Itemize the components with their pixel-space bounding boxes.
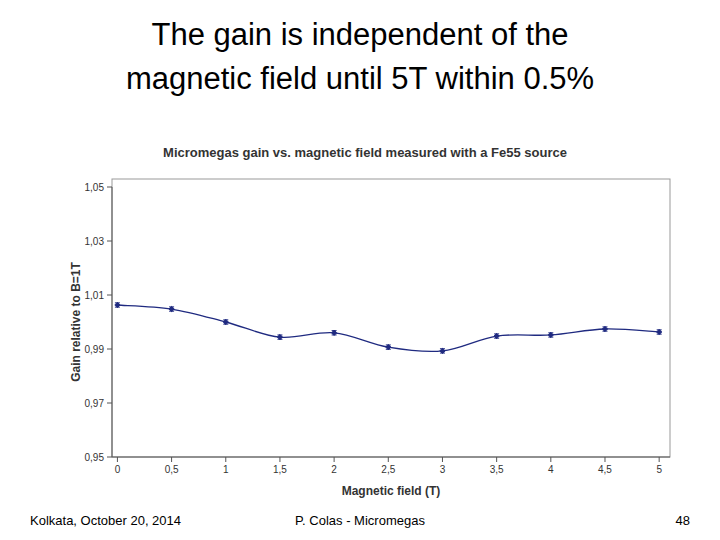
y-tick [107,349,112,350]
data-point [440,348,445,353]
x-tick-label: 5 [656,464,662,475]
footer-center: P. Colas - Micromegas [295,513,425,528]
y-tick-label: 1,01 [85,290,105,301]
error-bar [169,307,174,311]
plot-area [115,302,662,353]
x-tick-label: 4,5 [598,464,612,475]
data-point [548,332,553,337]
x-tick-label: 4 [548,464,554,475]
error-bar [440,349,445,353]
plot-frame [112,179,670,457]
x-tick [334,457,335,462]
footer-right: 48 [676,513,690,528]
error-bar [602,327,607,331]
y-tick-label: 1,03 [85,236,105,247]
footer-left: Kolkata, October 20, 2014 [30,513,181,528]
error-bar [332,331,337,335]
error-bar [115,303,120,307]
x-tick [496,457,497,462]
slide: The gain is independent of the magnetic f… [0,0,720,540]
x-tick [171,457,172,462]
x-tick-label: 2,5 [381,464,395,475]
y-tick-label: 0,95 [85,452,105,463]
x-tick-label: 0 [115,464,121,475]
x-tick [659,457,660,462]
data-point [169,306,174,311]
x-tick [225,457,226,462]
data-point [494,333,499,338]
data-point [332,330,337,335]
x-axis [112,457,670,458]
x-axis-label: Magnetic field (T) [342,484,441,498]
error-bar [494,334,499,338]
y-tick-label: 0,99 [85,344,105,355]
y-axis [112,187,113,457]
data-point [277,335,282,340]
x-tick [279,457,280,462]
y-tick [107,457,112,458]
error-bar [386,345,391,349]
x-tick-label: 1,5 [273,464,287,475]
data-point [602,326,607,331]
x-tick [442,457,443,462]
y-tick-label: 0,97 [85,398,105,409]
x-tick-label: 2 [331,464,337,475]
x-tick-label: 3,5 [490,464,504,475]
error-bar [548,333,553,337]
y-tick [107,241,112,242]
data-point [223,319,228,324]
x-tick [604,457,605,462]
slide-title: magnetic field until 5T within 0.5% [126,61,594,96]
data-point [115,302,120,307]
slide-title: The gain is independent of the [151,17,568,52]
chart-title: Micromegas gain vs. magnetic field measu… [163,145,567,160]
x-tick-label: 3 [440,464,446,475]
error-bar [657,330,662,334]
y-tick [107,295,112,296]
data-point [386,345,391,350]
x-tick [550,457,551,462]
x-tick [388,457,389,462]
series-line [117,305,659,352]
error-bar [223,320,228,324]
y-tick-label: 1,05 [85,182,105,193]
x-tick-label: 0,5 [165,464,179,475]
error-bar [277,335,282,339]
x-tick-label: 1 [223,464,229,475]
y-tick [107,403,112,404]
y-tick [107,187,112,188]
data-point [657,329,662,334]
y-axis-label: Gain relative to B=1T [69,261,83,381]
x-tick [117,457,118,462]
